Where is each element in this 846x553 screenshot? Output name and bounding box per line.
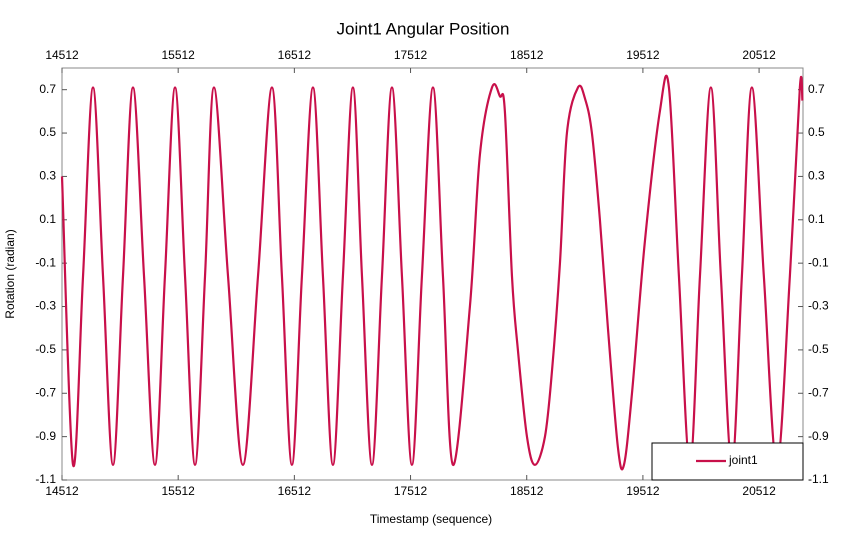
y-tick-label-right: 0.1 — [808, 212, 825, 226]
x-tick-label-top: 14512 — [45, 48, 79, 62]
x-tick-label: 15512 — [161, 484, 195, 498]
x-tick-label: 20512 — [742, 484, 776, 498]
series-line — [60, 74, 804, 471]
x-tick-label-top: 15512 — [161, 48, 195, 62]
legend-label: joint1 — [728, 453, 758, 467]
y-tick-label: -0.3 — [35, 299, 56, 313]
plot-frame — [61, 67, 804, 481]
y-tick-label: -0.9 — [35, 429, 56, 443]
x-axis-label: Timestamp (sequence) — [370, 512, 492, 526]
y-tick-label: 0.1 — [39, 212, 56, 226]
x-tick-label-top: 20512 — [742, 48, 776, 62]
chart-title: Joint1 Angular Position — [337, 19, 510, 38]
y-tick-label-right: 0.7 — [808, 82, 825, 96]
x-tick-label: 19512 — [626, 484, 660, 498]
y-tick-label: 0.7 — [39, 82, 56, 96]
x-tick-label: 14512 — [45, 484, 79, 498]
y-tick-label-right: -0.7 — [808, 385, 829, 399]
y-tick-label: -0.7 — [35, 385, 56, 399]
y-tick-label-right: 0.5 — [808, 125, 825, 139]
y-axis-label: Rotation (radian) — [3, 229, 17, 318]
y-tick-label: -1.1 — [35, 472, 56, 486]
x-tick-label-top: 17512 — [394, 48, 428, 62]
y-tick-label: 0.3 — [39, 169, 56, 183]
x-tick-label: 18512 — [510, 484, 544, 498]
y-tick-label-right: -0.5 — [808, 342, 829, 356]
x-tick-label-top: 18512 — [510, 48, 544, 62]
y-tick-label-right: -0.3 — [808, 299, 829, 313]
y-tick-label-right: -0.9 — [808, 429, 829, 443]
legend-box — [651, 442, 804, 481]
x-tick-label: 17512 — [394, 484, 428, 498]
x-tick-label-top: 16512 — [278, 48, 312, 62]
x-tick-label-top: 19512 — [626, 48, 660, 62]
x-tick-label: 16512 — [278, 484, 312, 498]
y-tick-label: -0.1 — [35, 255, 56, 269]
y-tick-label-right: -1.1 — [808, 472, 829, 486]
y-tick-label-right: -0.1 — [808, 255, 829, 269]
y-tick-label-right: 0.3 — [808, 169, 825, 183]
y-tick-label: -0.5 — [35, 342, 56, 356]
y-tick-label: 0.5 — [39, 125, 56, 139]
